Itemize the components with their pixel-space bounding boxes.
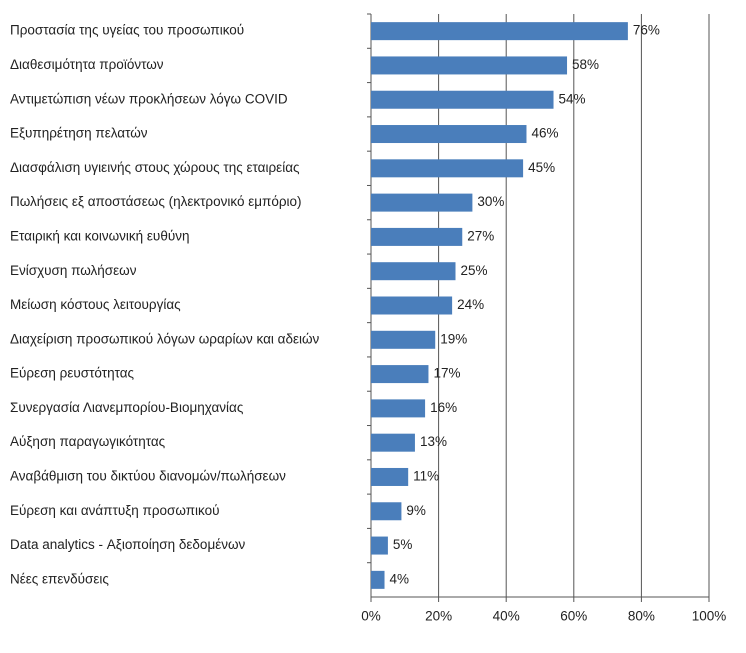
value-label: 16% [430,400,457,415]
y-tick-label: Μείωση κόστους λειτουργίας [10,297,181,312]
value-label: 27% [467,228,494,243]
y-tick-label: Συνεργασία Λιανεμπορίου-Βιομηχανίας [10,400,244,415]
y-tick-label: Πωλήσεις εξ αποστάσεως (ηλεκτρονικό εμπό… [10,194,302,209]
bar [371,433,415,452]
value-label: 25% [461,263,488,278]
y-tick-label: Εύρεση και ανάπτυξη προσωπικού [10,503,219,518]
bar [371,365,429,384]
x-tick-label: 60% [560,609,587,624]
y-tick-label: Ενίσχυση πωλήσεων [10,263,137,278]
y-tick-label: Εξυπηρέτηση πελατών [10,126,148,141]
bar [371,193,473,212]
y-tick-label: Εταιρική και κοινωνική ευθύνη [10,228,189,243]
value-label: 11% [413,469,439,484]
y-tick-label: Προστασία της υγείας του προσωπικού [10,23,244,38]
bar [371,296,453,315]
bar [371,536,388,555]
y-tick-label: Αντιμετώπιση νέων προκλήσεων λόγω COVID [10,91,288,106]
bar [371,125,527,144]
x-tick-label: 0% [361,609,381,624]
y-tick-label: Διαχείριση προσωπικού λόγων ωραρίων και … [10,331,320,346]
x-tick-label: 20% [425,609,452,624]
value-label: 4% [390,571,410,586]
bar [371,90,554,109]
y-tick-label: Αύξηση παραγωγικότητας [10,434,166,449]
value-label: 9% [406,503,426,518]
x-tick-label: 80% [628,609,655,624]
bar [371,262,456,281]
value-label: 76% [633,23,660,38]
value-label: 30% [477,194,504,209]
bar [371,56,568,75]
value-label: 58% [572,57,599,72]
y-tick-label: Εύρεση ρευστότητας [10,366,135,381]
value-label: 17% [433,366,460,381]
y-tick-label: Data analytics - Αξιοποίηση δεδομένων [10,537,246,552]
y-tick-label: Διασφάλιση υγιεινής στους χώρους της ετα… [10,160,300,175]
value-label: 54% [559,91,586,106]
value-label: 13% [420,434,447,449]
bar [371,502,402,521]
bar [371,467,409,486]
x-tick-label: 40% [493,609,520,624]
value-label: 19% [440,331,467,346]
bar [371,159,524,178]
x-tick-label: 100% [692,609,727,624]
value-label: 46% [531,126,558,141]
bar [371,22,628,41]
value-label: 24% [457,297,484,312]
y-tick-label: Διαθεσιμότητα προϊόντων [10,57,164,72]
y-tick-label: Αναβάθμιση του δικτύου διανομών/πωλήσεων [10,469,286,484]
bar [371,227,463,246]
bar [371,399,426,418]
y-tick-label: Νέες επενδύσεις [10,571,109,586]
bar [371,570,385,589]
value-label: 5% [393,537,413,552]
value-label: 45% [528,160,555,175]
bar [371,330,436,349]
